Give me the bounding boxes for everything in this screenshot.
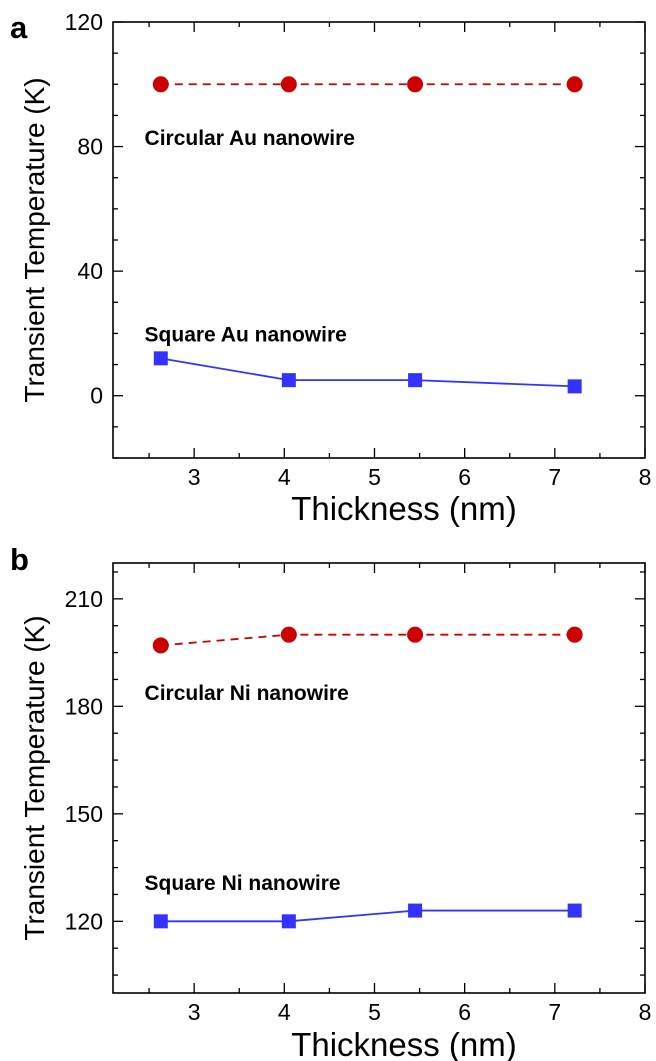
x-axis-title: Thickness (nm): [291, 1026, 517, 1061]
x-tick-label: 4: [278, 464, 291, 490]
y-tick-label: 150: [65, 801, 103, 827]
panel-label: a: [10, 10, 28, 45]
data-point-circle: [152, 76, 169, 93]
data-point-circle: [152, 637, 169, 654]
y-tick-label: 180: [65, 693, 103, 719]
data-point-square: [567, 903, 582, 918]
data-point-square: [153, 914, 168, 929]
x-tick-label: 7: [548, 999, 561, 1025]
y-tick-label: 40: [77, 258, 103, 284]
data-point-circle: [566, 626, 583, 643]
panel-label: b: [10, 542, 29, 577]
data-point-circle: [280, 626, 297, 643]
x-tick-label: 4: [278, 999, 291, 1025]
x-tick-label: 7: [548, 464, 561, 490]
series-line-1: [160, 357, 575, 388]
x-tick-label: 3: [188, 464, 201, 490]
x-tick-label: 6: [458, 464, 471, 490]
plot-frame: [112, 562, 646, 994]
y-axis-title: Transient Temperature (K): [19, 77, 50, 402]
data-point-circle: [280, 76, 297, 93]
data-point-square: [408, 903, 423, 918]
series-annotation: Square Ni nanowire: [145, 872, 341, 895]
data-point-circle: [566, 76, 583, 93]
series-annotation: Circular Ni nanowire: [145, 682, 349, 705]
x-axis-title: Thickness (nm): [291, 490, 517, 527]
x-tick-label: 3: [188, 999, 201, 1025]
x-tick-label: 8: [639, 464, 652, 490]
y-tick-label: 120: [65, 908, 103, 934]
data-point-circle: [407, 626, 424, 643]
x-tick-label: 5: [368, 464, 381, 490]
data-point-square: [153, 351, 168, 366]
data-point-square: [281, 914, 296, 929]
data-point-circle: [407, 76, 424, 93]
y-axis-title: Transient Temperature (K): [19, 615, 50, 940]
series-annotation: Circular Au nanowire: [145, 127, 355, 150]
y-tick-label: 210: [65, 586, 103, 612]
plot-frame: [112, 21, 646, 459]
series-line-0: [160, 633, 575, 647]
x-tick-label: 6: [458, 999, 471, 1025]
series-line-1: [160, 909, 575, 923]
x-tick-label: 8: [639, 999, 652, 1025]
data-point-square: [567, 379, 582, 394]
data-point-square: [408, 373, 423, 388]
x-tick-label: 5: [368, 999, 381, 1025]
series-annotation: Square Au nanowire: [145, 323, 347, 346]
y-tick-label: 120: [65, 9, 103, 35]
chart-panel-b: 3 4 5 6 7 8 120 150 180 210 Thickness (nm) Transien…: [10, 542, 651, 1061]
data-point-square: [281, 373, 296, 388]
y-tick-label: 80: [77, 134, 103, 160]
y-tick-label: 0: [90, 383, 103, 409]
